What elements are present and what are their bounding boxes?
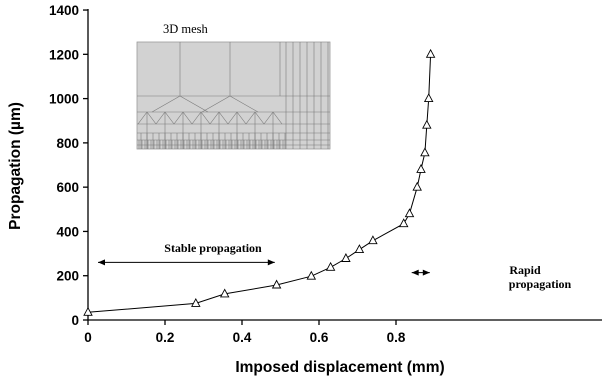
data-point <box>404 208 415 218</box>
rapid-arrow <box>411 269 430 276</box>
stable-arrow-head-right <box>267 259 275 266</box>
mesh-line <box>263 111 274 125</box>
mesh-line <box>236 111 247 125</box>
x-axis-title: Imposed displacement (mm) <box>235 359 444 376</box>
mesh-line <box>229 95 259 113</box>
data-point <box>306 270 317 280</box>
x-tick-label: 0.4 <box>233 330 252 345</box>
data-point <box>416 163 426 173</box>
data-point <box>398 218 409 228</box>
y-tick-label: 1200 <box>49 47 79 62</box>
data-point <box>271 279 282 289</box>
stable-arrow-head-left <box>98 259 105 266</box>
data-point <box>422 119 432 129</box>
x-tick-label: 0.8 <box>387 330 406 345</box>
mesh-line <box>137 111 148 125</box>
mesh-line <box>179 95 209 113</box>
data-point <box>325 261 336 271</box>
y-tick-label: 800 <box>56 136 79 151</box>
data-point <box>412 181 422 191</box>
y-tick-label: 1000 <box>49 92 79 107</box>
y-tick-label: 1400 <box>49 3 79 18</box>
series-group <box>83 48 436 316</box>
x-tick-label: 0 <box>84 330 92 345</box>
mesh-line <box>272 111 283 125</box>
data-point <box>423 93 434 103</box>
mesh-line <box>201 95 231 113</box>
mesh-line <box>155 111 166 125</box>
data-point <box>420 147 430 157</box>
y-tick-label: 400 <box>56 224 79 239</box>
y-tick-label: 0 <box>71 313 79 328</box>
y-tick-label: 600 <box>56 180 79 195</box>
x-tick-label: 0.6 <box>310 330 329 345</box>
rapid-arrow-head-left <box>411 269 419 276</box>
data-point <box>425 48 436 58</box>
axes <box>87 9 602 321</box>
data-point <box>354 244 365 254</box>
x-tick-label: 0.2 <box>156 330 175 345</box>
rapid-label-line2: propagation <box>509 277 572 291</box>
mesh-line <box>209 111 220 125</box>
data-point <box>83 306 93 316</box>
rapid-arrow-head-right <box>422 269 430 276</box>
data-point <box>341 253 351 262</box>
mesh-line <box>164 111 175 125</box>
mesh-line <box>245 111 256 125</box>
data-point <box>219 288 230 298</box>
mesh-inset <box>136 41 331 150</box>
y-axis-title: Propagation (µm) <box>7 102 24 230</box>
mesh-line <box>254 111 265 125</box>
stable-arrow <box>98 259 275 266</box>
mesh-line <box>218 111 229 125</box>
mesh-line <box>200 111 211 125</box>
mesh-line <box>173 111 184 125</box>
data-point <box>191 297 201 307</box>
rapid-label-line1: Rapid <box>509 263 541 277</box>
mesh-line <box>227 111 238 125</box>
data-point <box>368 235 378 245</box>
mesh-line <box>146 111 157 125</box>
x-ticks: 0 0.2 0.4 0.6 0.8 <box>84 320 406 345</box>
inset-title: 3D mesh <box>163 22 209 36</box>
stable-label: Stable propagation <box>164 241 262 255</box>
mesh-line <box>191 111 202 125</box>
y-ticks: 0 200 400 600 800 1000 1200 1400 <box>49 3 88 328</box>
annotations <box>98 259 430 276</box>
y-tick-label: 200 <box>56 269 79 284</box>
mesh-line <box>182 111 193 125</box>
mesh-line <box>151 95 181 113</box>
